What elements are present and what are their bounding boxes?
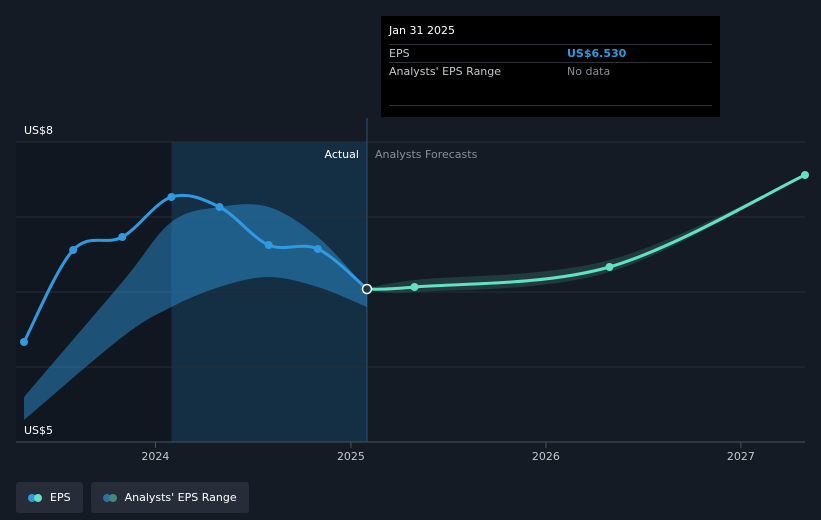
legend: EPS Analysts' EPS Range [16,482,249,513]
eps-point [264,241,273,249]
legend-item-range[interactable]: Analysts' EPS Range [90,482,249,513]
data-points [20,171,809,346]
eps-legend-dots-icon [28,493,42,502]
eps-point [20,338,29,346]
actual-label: Actual [324,148,358,161]
tooltip-range-value: No data [567,65,611,78]
analysts-range-forecast [366,175,805,293]
eps-forecast-end-point [801,171,809,179]
eps-point [167,193,176,201]
eps-forecast-line [365,173,807,291]
x-tick-label: 2025 [337,450,365,463]
legend-item-eps[interactable]: EPS [16,482,83,513]
eps-forecast-point [605,263,614,271]
eps-point [69,246,78,254]
tooltip-eps-label: EPS [389,47,410,60]
eps-forecast-point [410,283,419,291]
y-axis-bottom-label: US$5 [24,424,53,437]
tooltip-date: Jan 31 2025 [389,24,455,37]
eps-point [313,245,322,253]
tooltip-row-eps: EPS US$6.530 [389,44,712,62]
tooltip: Jan 31 2025 EPS US$6.530 Analysts' EPS R… [381,16,720,117]
x-tick-label: 2026 [532,450,560,463]
y-axis-top-label: US$8 [24,124,53,137]
forecast-label: Analysts Forecasts [375,148,478,161]
legend-label-range: Analysts' EPS Range [124,491,237,504]
tooltip-row-range: Analysts' EPS Range No data [389,62,712,80]
x-tick-label: 2024 [141,450,169,463]
eps-point [118,233,127,241]
legend-label-eps: EPS [50,491,71,504]
tooltip-eps-value: US$6.530 [567,47,627,60]
x-tick-label: 2027 [727,450,755,463]
analysts-range-actual [24,204,367,420]
selected-point [361,283,373,295]
tooltip-divider [389,105,712,106]
tooltip-range-label: Analysts' EPS Range [389,65,502,78]
range-legend-dots-icon [102,493,117,502]
x-axis: 2024 2025 2026 2027 [141,442,755,463]
eps-point [215,203,224,211]
